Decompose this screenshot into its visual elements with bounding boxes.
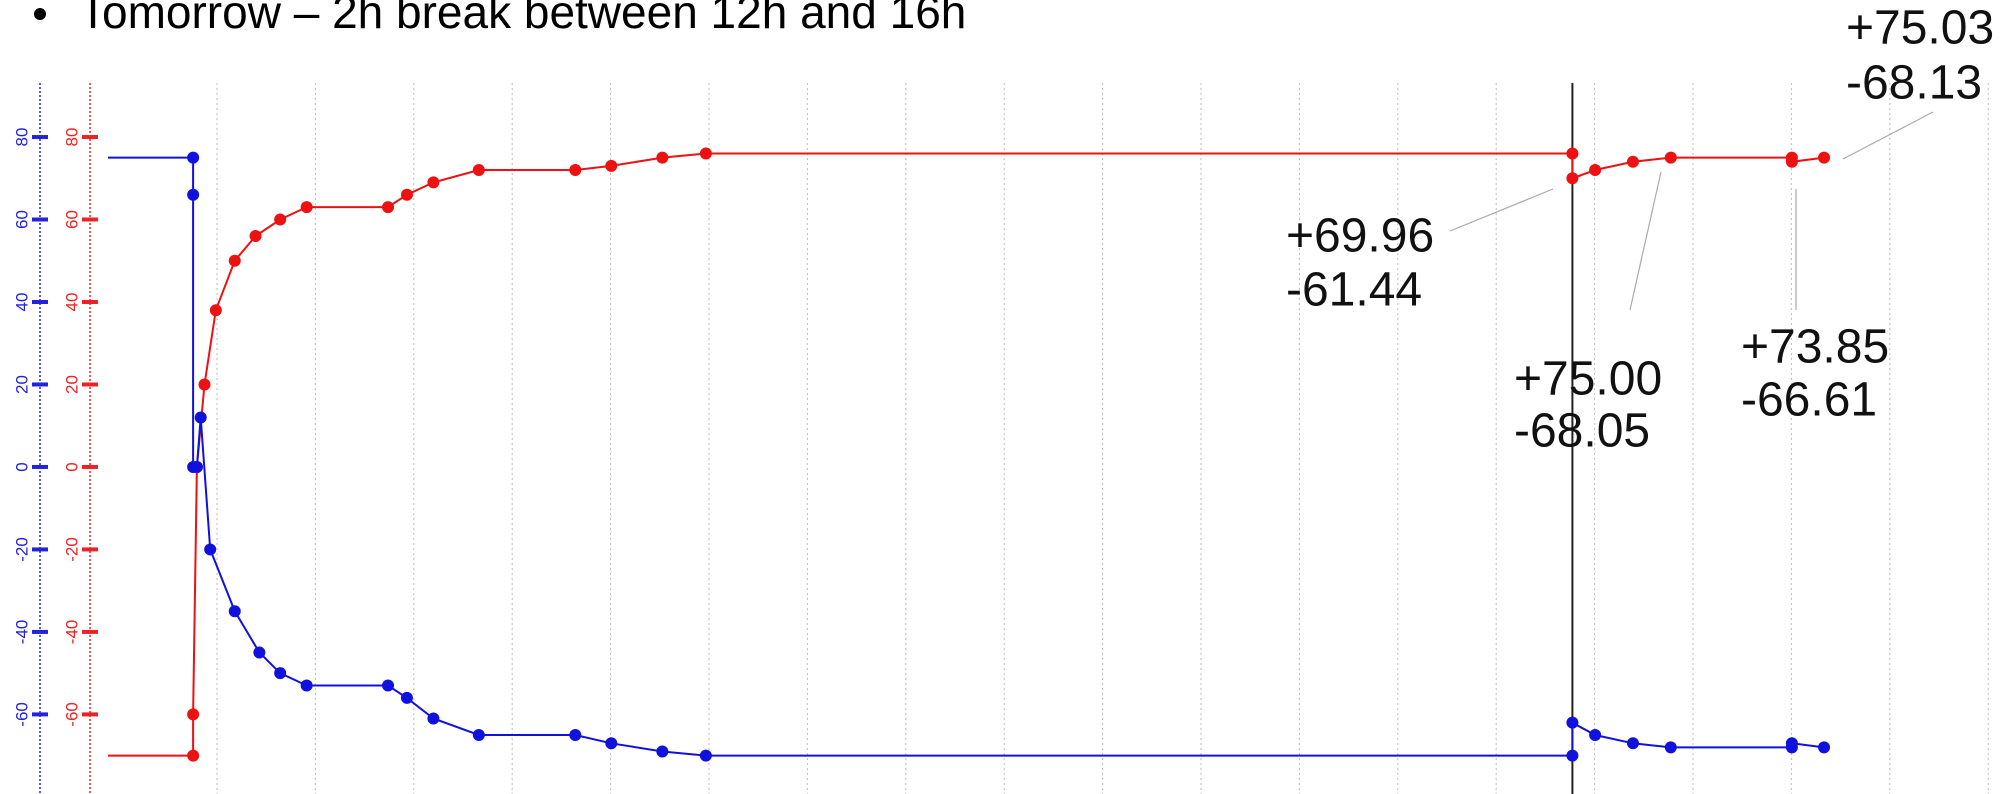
y-tick-label: -20	[13, 537, 32, 562]
data-point	[187, 749, 200, 762]
data-point	[656, 151, 669, 164]
y-tick-label: 80	[63, 128, 82, 147]
annotation-text: +69.96	[1286, 210, 1434, 263]
data-point	[209, 304, 222, 317]
data-point	[427, 712, 440, 725]
annotation-pointer	[1842, 111, 1934, 160]
data-point	[1566, 716, 1579, 729]
data-point	[274, 667, 287, 680]
data-point	[187, 151, 200, 164]
data-point	[228, 254, 241, 267]
data-point	[1785, 737, 1798, 750]
annotation-text: -68.13	[1846, 57, 1982, 110]
data-point	[198, 378, 211, 391]
data-point	[382, 679, 395, 692]
data-point	[1566, 147, 1579, 160]
data-point	[569, 729, 582, 742]
data-point	[1566, 749, 1579, 762]
annotation-text: +75.00	[1514, 353, 1662, 406]
data-point	[249, 230, 262, 243]
series-line	[108, 152, 1825, 757]
y-tick-label: -60	[63, 702, 82, 727]
y-tick-label: 60	[63, 210, 82, 229]
data-point	[300, 201, 313, 214]
bullet	[34, 8, 46, 20]
annotation-text: -61.44	[1286, 264, 1422, 317]
data-point	[1589, 164, 1602, 177]
data-point	[1664, 741, 1677, 754]
annotation-text: -66.61	[1741, 374, 1877, 427]
data-point	[300, 679, 313, 692]
annotation-text: -68.05	[1514, 405, 1650, 458]
y-tick-label: 0	[13, 462, 32, 471]
data-point	[400, 691, 413, 704]
data-point	[1589, 729, 1602, 742]
annotation-pointer	[1449, 188, 1554, 232]
data-point	[274, 213, 287, 226]
data-point	[187, 188, 200, 201]
annotation-text: +75.03	[1846, 2, 1994, 55]
y-tick-label: 20	[13, 375, 32, 394]
data-point	[190, 460, 203, 473]
data-point	[472, 164, 485, 177]
data-point	[1785, 155, 1798, 168]
data-point	[194, 411, 207, 424]
data-point	[427, 176, 440, 189]
data-point	[228, 605, 241, 618]
data-point	[253, 646, 266, 659]
annotation-pointer	[1629, 171, 1662, 311]
data-point	[187, 708, 200, 721]
data-point	[1626, 737, 1639, 750]
data-point	[1818, 741, 1831, 754]
data-point	[1818, 151, 1831, 164]
y-tick-label: 40	[13, 293, 32, 312]
slide-title: Tomorrow – 2h break between 12h and 16h	[79, 0, 966, 38]
y-tick-label: -20	[63, 537, 82, 562]
data-point	[699, 147, 712, 160]
y-tick-label: 0	[63, 462, 82, 471]
y-tick-label: -40	[13, 620, 32, 645]
y-tick-label: 40	[63, 293, 82, 312]
data-point	[1566, 172, 1579, 185]
y-tick-label: 60	[13, 210, 32, 229]
data-point	[605, 159, 618, 172]
data-point	[204, 543, 217, 556]
data-point	[605, 737, 618, 750]
y-tick-label: 20	[63, 375, 82, 394]
data-point	[400, 188, 413, 201]
data-point	[1664, 151, 1677, 164]
data-point	[699, 749, 712, 762]
data-point	[472, 729, 485, 742]
data-point	[569, 164, 582, 177]
data-point	[656, 745, 669, 758]
y-tick-label: -40	[63, 620, 82, 645]
y-tick-label: -60	[13, 702, 32, 727]
annotation-text: +73.85	[1741, 321, 1889, 374]
data-point	[382, 201, 395, 214]
data-point	[1626, 155, 1639, 168]
y-tick-label: 80	[13, 128, 32, 147]
